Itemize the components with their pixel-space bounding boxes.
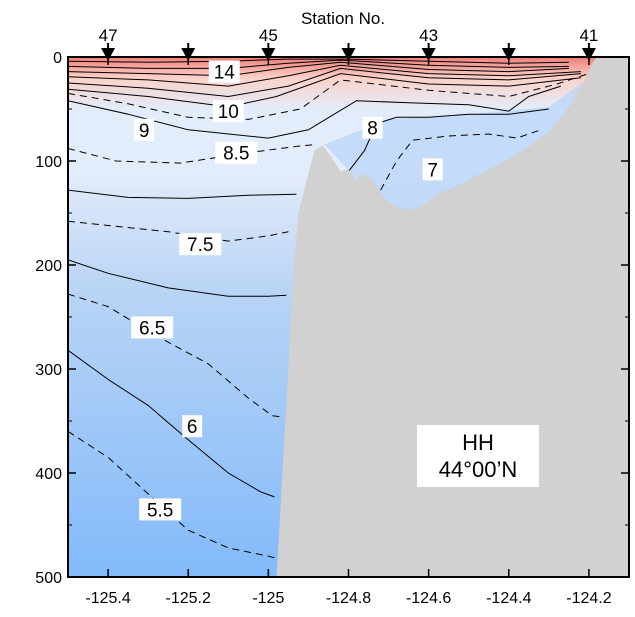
y-tick-label: 300 <box>35 362 62 379</box>
x-tick-label: -124.6 <box>406 590 451 607</box>
contour-label: 14 <box>214 63 236 84</box>
contour-label: 6 <box>187 417 198 438</box>
contour-label: 7.5 <box>187 235 213 256</box>
section-annotation: HH 44°00’N <box>417 425 539 487</box>
contour-label: 8.5 <box>223 144 249 165</box>
annotation-line-name: HH <box>462 430 494 455</box>
x-tick-label: -125 <box>252 590 284 607</box>
y-tick-label: 0 <box>53 50 62 67</box>
y-tick-label: 500 <box>35 570 62 587</box>
station-label: 45 <box>259 26 278 45</box>
top-axis-title: Station No. <box>301 9 385 28</box>
y-tick-label: 100 <box>35 154 62 171</box>
annotation-line-latitude: 44°00’N <box>439 457 518 482</box>
x-tick-label: -124.4 <box>486 590 531 607</box>
contour-label: 8 <box>367 119 378 140</box>
contour-label: 6.5 <box>139 318 165 339</box>
contour-label: 7 <box>427 160 438 181</box>
x-tick-label: -125.4 <box>85 590 130 607</box>
contour-label: 10 <box>218 102 239 123</box>
x-tick-label: -124.2 <box>566 590 611 607</box>
x-tick-label: -125.2 <box>166 590 211 607</box>
station-label: 43 <box>419 26 438 45</box>
contour-label: 9 <box>139 121 150 142</box>
station-label: 47 <box>99 26 118 45</box>
contour-label: 5.5 <box>147 500 173 521</box>
y-tick-label: 400 <box>35 466 62 483</box>
x-tick-label: -124.8 <box>326 590 371 607</box>
y-tick-label: 200 <box>35 258 62 275</box>
station-label: 41 <box>579 26 598 45</box>
